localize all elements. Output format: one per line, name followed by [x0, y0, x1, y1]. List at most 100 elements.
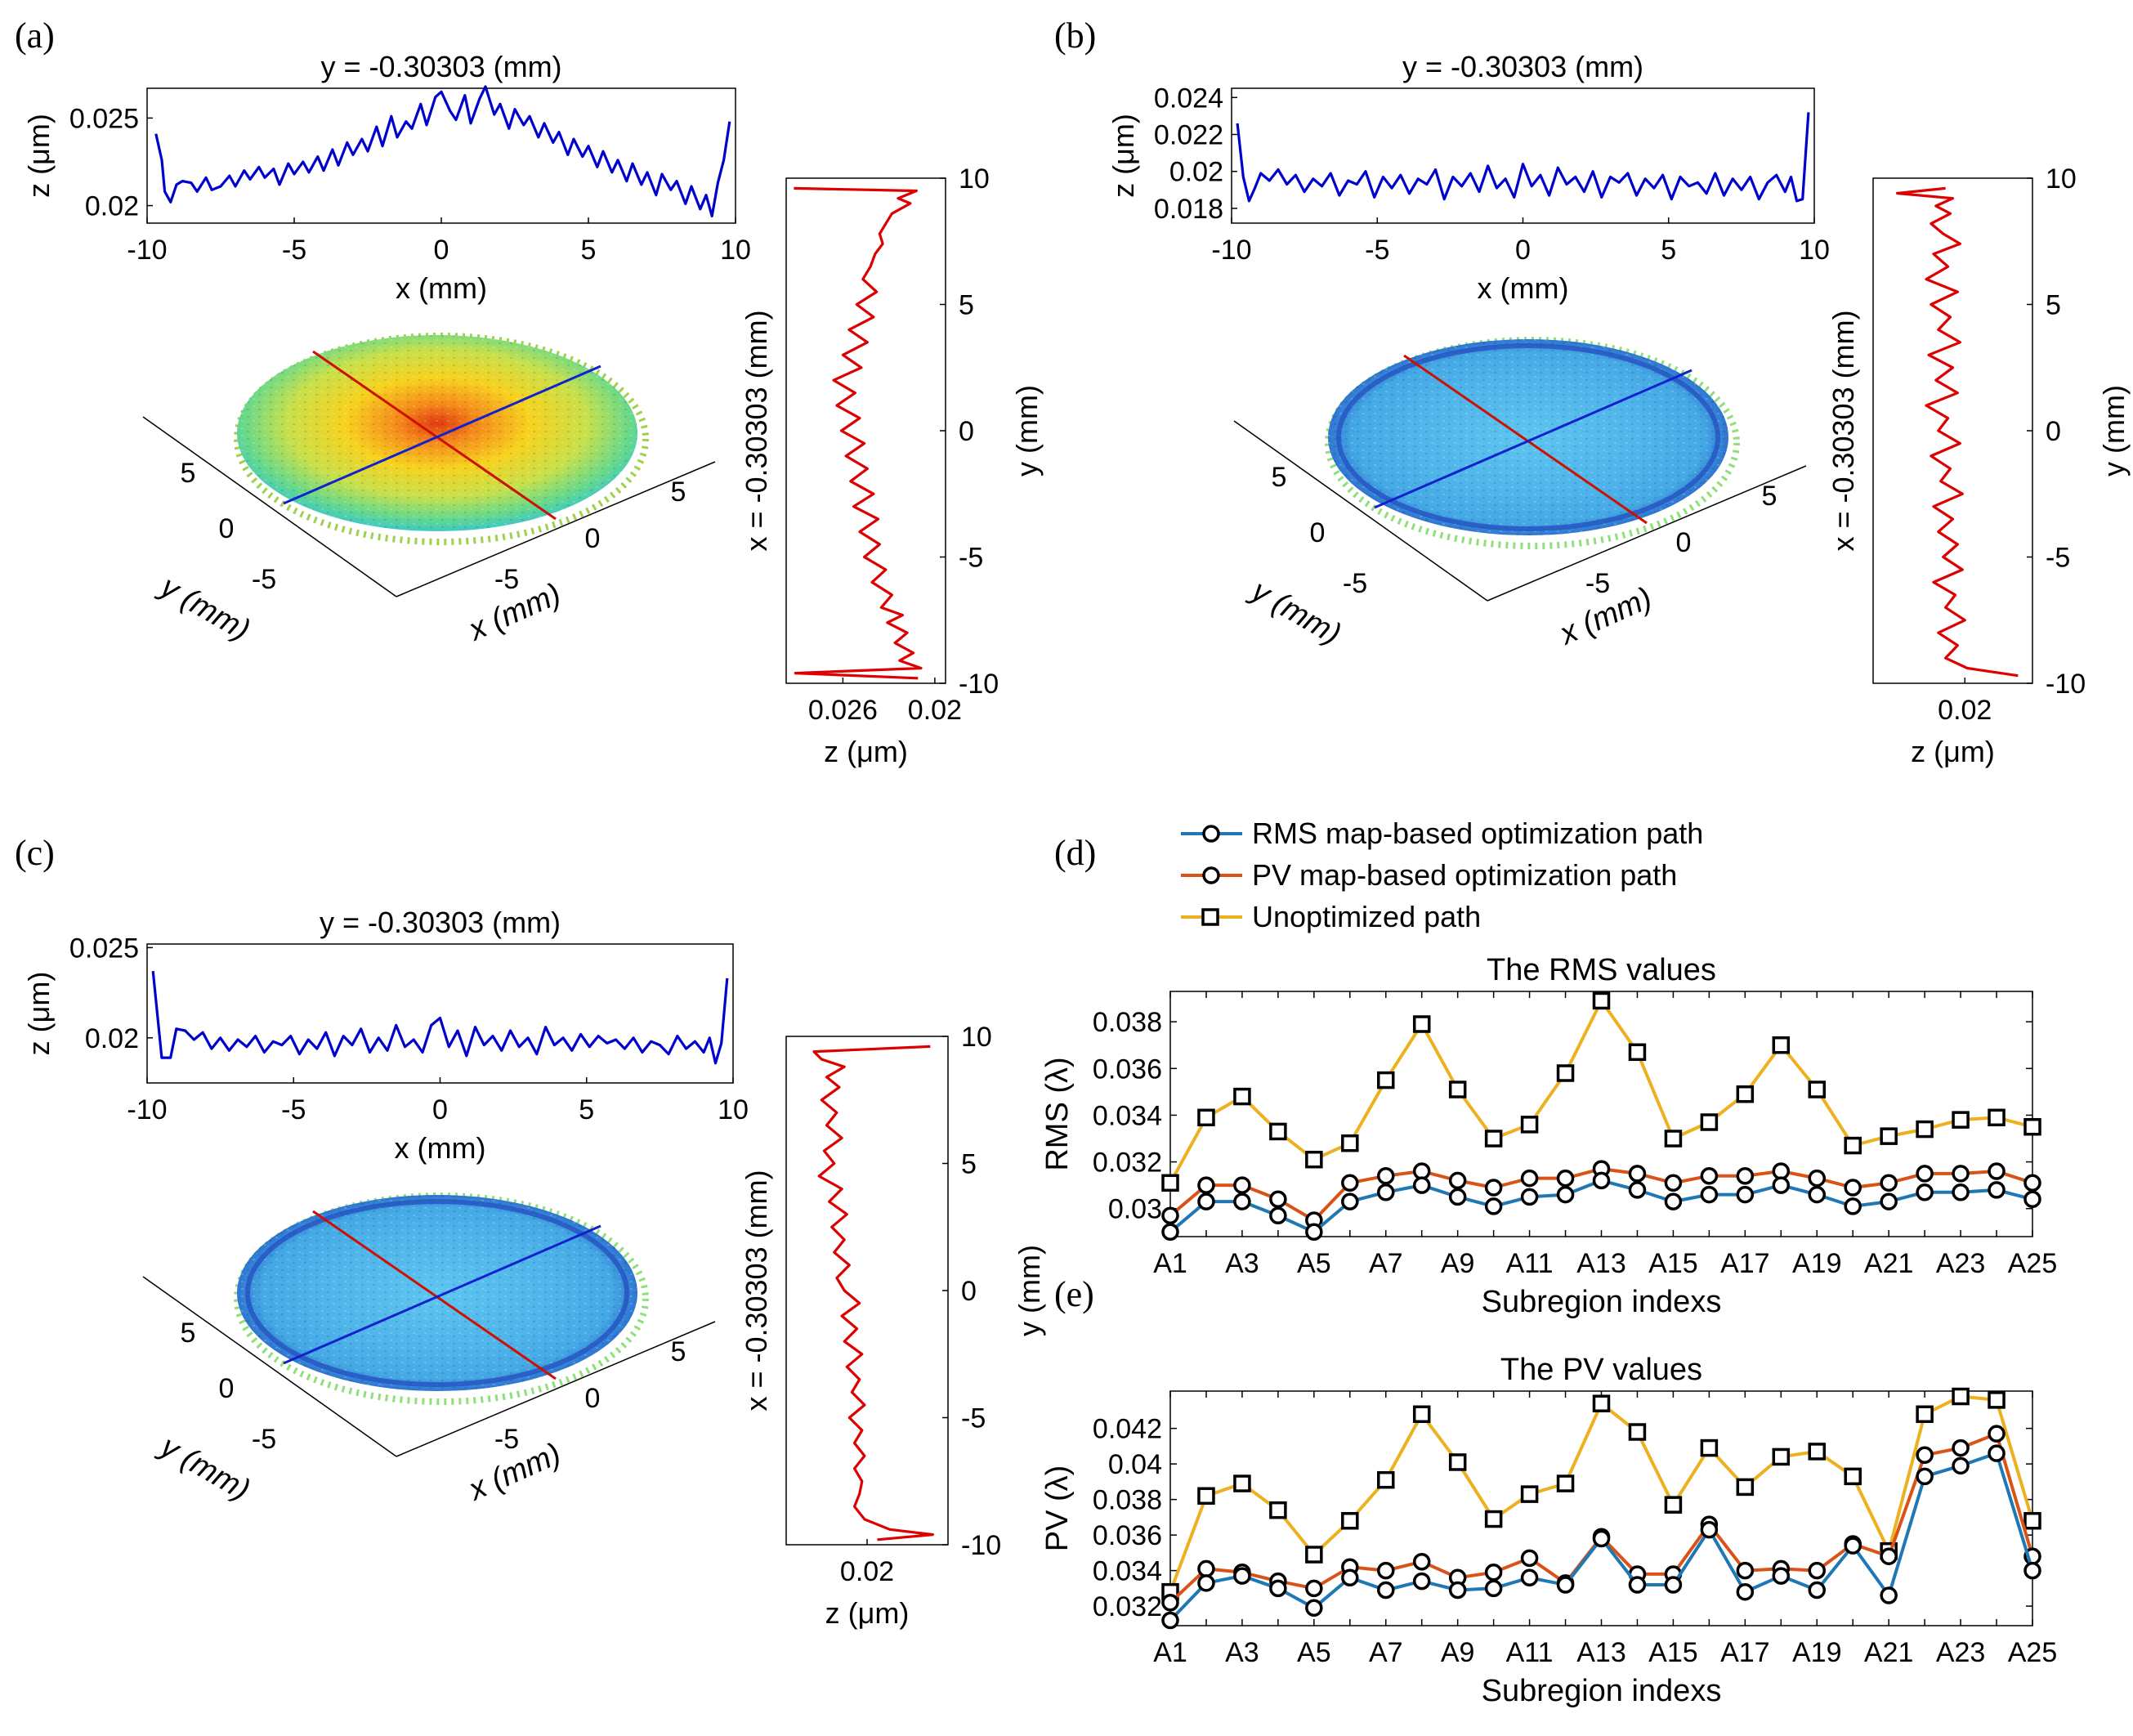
panel-b-surface-disc-texture	[1328, 339, 1728, 535]
chart-d-point-unopt	[1772, 1036, 1791, 1054]
chart-d-point-pv	[1880, 1174, 1898, 1192]
panel-b-y-profile-ytick-label: -10	[2046, 669, 2086, 700]
chart-d-point-unopt	[1592, 991, 1611, 1010]
panel-b-x-profile-xtick-label: 5	[1661, 235, 1676, 266]
legend-marker-pv	[1202, 866, 1220, 884]
chart-e-xtick-label: A21	[1864, 1637, 1914, 1668]
panel-a-y-profile-ztick-label: 0.026	[808, 695, 878, 726]
chart-d-xtick-label: A7	[1369, 1248, 1403, 1279]
chart-e-point-unopt	[1916, 1405, 1934, 1424]
chart-d-point-rms	[1844, 1197, 1862, 1215]
panel-c-x-profile-xlabel: x (mm)	[395, 1131, 486, 1165]
panel-a-y-profile-ytick-label: 10	[959, 163, 990, 195]
panel-c-y-profile-ytick-label: -5	[961, 1403, 986, 1434]
chart-d-point-unopt	[1880, 1127, 1898, 1145]
chart-e-point-rms	[1412, 1572, 1431, 1591]
chart-d: (d) The RMS values 0.03 0.032 0.034 0.036 0.03…	[1040, 833, 2057, 1319]
panel-b-x-profile-ytick-label: 0.022	[1154, 120, 1223, 151]
chart-e-point-rms	[2023, 1561, 2041, 1580]
panel-b-x-profile-xtick-label: -5	[1365, 235, 1389, 266]
chart-e-point-unopt	[1305, 1546, 1323, 1564]
legend-marker-unopt	[1201, 908, 1219, 926]
chart-e-point-rms	[1880, 1586, 1898, 1604]
panel-a-y-profile-ytick-label: 5	[959, 290, 974, 321]
panel-c-x-profile-xtick-label: 5	[579, 1094, 594, 1125]
chart-e-point-rms	[1808, 1581, 1826, 1600]
chart-d-point-pv	[1700, 1166, 1719, 1185]
chart-e-ytick-label: 0.034	[1093, 1556, 1162, 1587]
panel-b-y-profile-ytick-label: 5	[2046, 290, 2061, 321]
chart-e-point-rms	[1628, 1576, 1647, 1594]
chart-d-point-unopt	[1305, 1150, 1323, 1169]
chart-d-point-pv	[1772, 1162, 1791, 1180]
panel-b-y-profile-line	[1895, 186, 2019, 678]
chart-e-point-rms	[1700, 1520, 1719, 1539]
chart-e-xtick-label: A7	[1369, 1637, 1403, 1668]
chart-e-point-rms	[1520, 1568, 1539, 1587]
panel-c-x-profile-xtick-label: -10	[127, 1094, 167, 1125]
panel-a-surface-ylabel: y (mm)	[153, 568, 256, 647]
chart-d-series-unopt	[1161, 991, 2041, 1192]
chart-e-point-unopt	[1772, 1447, 1791, 1466]
panel-a-x-profile-xtick-label: -10	[127, 235, 167, 266]
chart-e-point-unopt	[1269, 1501, 1287, 1519]
chart-e-series-rms	[1161, 1444, 2041, 1630]
chart-e-point-rms	[1161, 1611, 1179, 1630]
chart-d-point-rms	[1484, 1197, 1503, 1215]
chart-e-letter: (e)	[1054, 1274, 1094, 1314]
chart-e-point-rms	[1844, 1537, 1862, 1555]
panel-c-surface-ytick-label: 5	[181, 1318, 196, 1349]
panel-c-y-profile-frame	[785, 1036, 949, 1546]
panel-a-x-profile-xlabel: x (mm)	[396, 271, 487, 305]
chart-d-point-pv	[1808, 1169, 1826, 1188]
legend-label-unopt: Unoptimized path	[1252, 900, 1481, 933]
panel-a-surface-axis-x	[396, 461, 716, 597]
chart-e-point-pv	[1305, 1579, 1323, 1598]
chart-e-point-pv	[1412, 1552, 1431, 1571]
chart-e-point-unopt	[1484, 1510, 1503, 1528]
chart-d-ytick-label: 0.03	[1108, 1194, 1162, 1225]
chart-e-series-pv	[1161, 1425, 2041, 1612]
chart-e-xtick-label: A9	[1441, 1637, 1475, 1668]
panel-b-x-profile-xlabel: x (mm)	[1478, 271, 1569, 305]
panel-a-surface-section-blue	[283, 365, 601, 505]
chart-d-xtick-label: A11	[1506, 1248, 1554, 1279]
panel-a-surface-xtick-label: 0	[585, 523, 601, 554]
panel-c-y-profile-line	[812, 1045, 935, 1541]
chart-e-point-rms	[1197, 1574, 1215, 1592]
panel-b-x-profile-ylabel: z (μm)	[1107, 114, 1140, 198]
panel-c-surface-ytick-label: -5	[252, 1424, 276, 1455]
chart-e-point-rms	[1341, 1568, 1359, 1587]
panel-a-y-profile-ylabel-inner: x = -0.30303 (mm)	[740, 310, 773, 551]
chart-d-xtick-label: A13	[1576, 1248, 1626, 1279]
chart-d-ytick-label: 0.032	[1093, 1148, 1162, 1179]
panel-b-y-profile-frame	[1872, 177, 2033, 684]
chart-d-point-unopt	[1700, 1113, 1719, 1131]
panel-b-surface-ytick-label: 0	[1310, 517, 1326, 548]
chart-d-point-rms	[1448, 1188, 1467, 1206]
chart-e: (e) The PV values 0.032 0.034 0.036 0.038 0.04…	[1040, 1274, 2057, 1708]
panel-b-y-profile-ytick-label: 0	[2046, 416, 2061, 447]
panel-c-x-profile-line	[151, 970, 729, 1065]
chart-e-point-rms	[1664, 1576, 1683, 1594]
chart-e-point-pv	[1161, 1593, 1179, 1612]
chart-e-point-unopt	[1988, 1391, 2006, 1409]
chart-d-point-unopt	[1736, 1085, 1755, 1103]
panel-c-y-profile-ytick-label: -10	[961, 1530, 1001, 1561]
panel-a-x-profile-title: y = -0.30303 (mm)	[320, 50, 561, 83]
panel-b-x-profile-title: y = -0.30303 (mm)	[1402, 50, 1643, 83]
panel-c-x-profile-ylabel: z (μm)	[22, 972, 56, 1056]
chart-d-point-rms	[1341, 1192, 1359, 1210]
chart-d-point-pv	[1520, 1169, 1539, 1188]
panel-c-surface-axis-x	[396, 1321, 716, 1457]
chart-d-point-rms	[1628, 1181, 1647, 1199]
panel-a-surface-disc-texture	[237, 335, 637, 531]
chart-d-point-pv	[1952, 1165, 1970, 1183]
chart-e-ylabel: PV (λ)	[1040, 1465, 1075, 1552]
panel-b-surface-ylabel: y (mm)	[1244, 572, 1347, 651]
chart-d-xtick-label: A23	[1936, 1248, 1986, 1279]
chart-e-xtick-label: A25	[2008, 1637, 2058, 1668]
chart-d-point-unopt	[1556, 1064, 1575, 1082]
chart-d-point-rms	[1664, 1192, 1683, 1210]
chart-d-point-rms	[1916, 1183, 1934, 1201]
